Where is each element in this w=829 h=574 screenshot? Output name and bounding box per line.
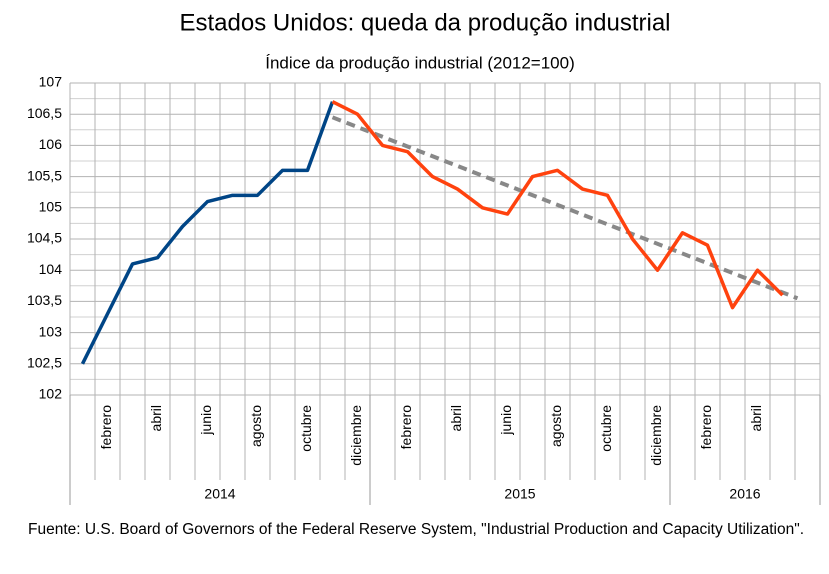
- source-note: Fuente: U.S. Board of Governors of the F…: [28, 521, 805, 538]
- x-tick-label: abril: [148, 405, 164, 431]
- y-tick-label: 103,5: [27, 292, 62, 308]
- y-tick-label: 106,5: [27, 105, 62, 121]
- y-tick-label: 106: [39, 136, 63, 152]
- x-tick-label: junio: [498, 405, 514, 436]
- x-tick-label: diciembre: [348, 405, 364, 466]
- chart-subtitle: Índice da produção industrial (2012=100): [265, 53, 575, 72]
- y-tick-label: 105: [39, 199, 63, 215]
- trend-line: [331, 115, 799, 301]
- y-tick-label: 102: [39, 386, 63, 402]
- chart: Estados Unidos: queda da produção indust…: [27, 9, 821, 505]
- x-tick-label: febrero: [398, 405, 414, 450]
- series-line: [80, 101, 335, 365]
- group-label: 2014: [204, 486, 235, 502]
- x-tick-label: octubre: [598, 405, 614, 452]
- series-line: [331, 100, 784, 310]
- group-label: 2016: [729, 486, 760, 502]
- x-tick-label: agosto: [548, 405, 564, 447]
- x-tick-label: febrero: [698, 405, 714, 450]
- x-tick-label: abril: [748, 405, 764, 431]
- chart-title: Estados Unidos: queda da produção indust…: [180, 9, 671, 36]
- x-tick-label: octubre: [298, 405, 314, 452]
- x-tick-label: junio: [198, 405, 214, 436]
- x-tick-label: febrero: [98, 405, 114, 450]
- y-tick-label: 103: [39, 323, 63, 339]
- y-tick-label: 104: [39, 261, 63, 277]
- x-tick-label: abril: [448, 405, 464, 431]
- group-label: 2015: [504, 486, 535, 502]
- y-tick-label: 104,5: [27, 230, 62, 246]
- x-tick-label: diciembre: [648, 405, 664, 466]
- y-tick-label: 102,5: [27, 355, 62, 371]
- y-tick-label: 105,5: [27, 167, 62, 183]
- x-tick-label: agosto: [248, 405, 264, 447]
- y-tick-label: 107: [39, 74, 63, 90]
